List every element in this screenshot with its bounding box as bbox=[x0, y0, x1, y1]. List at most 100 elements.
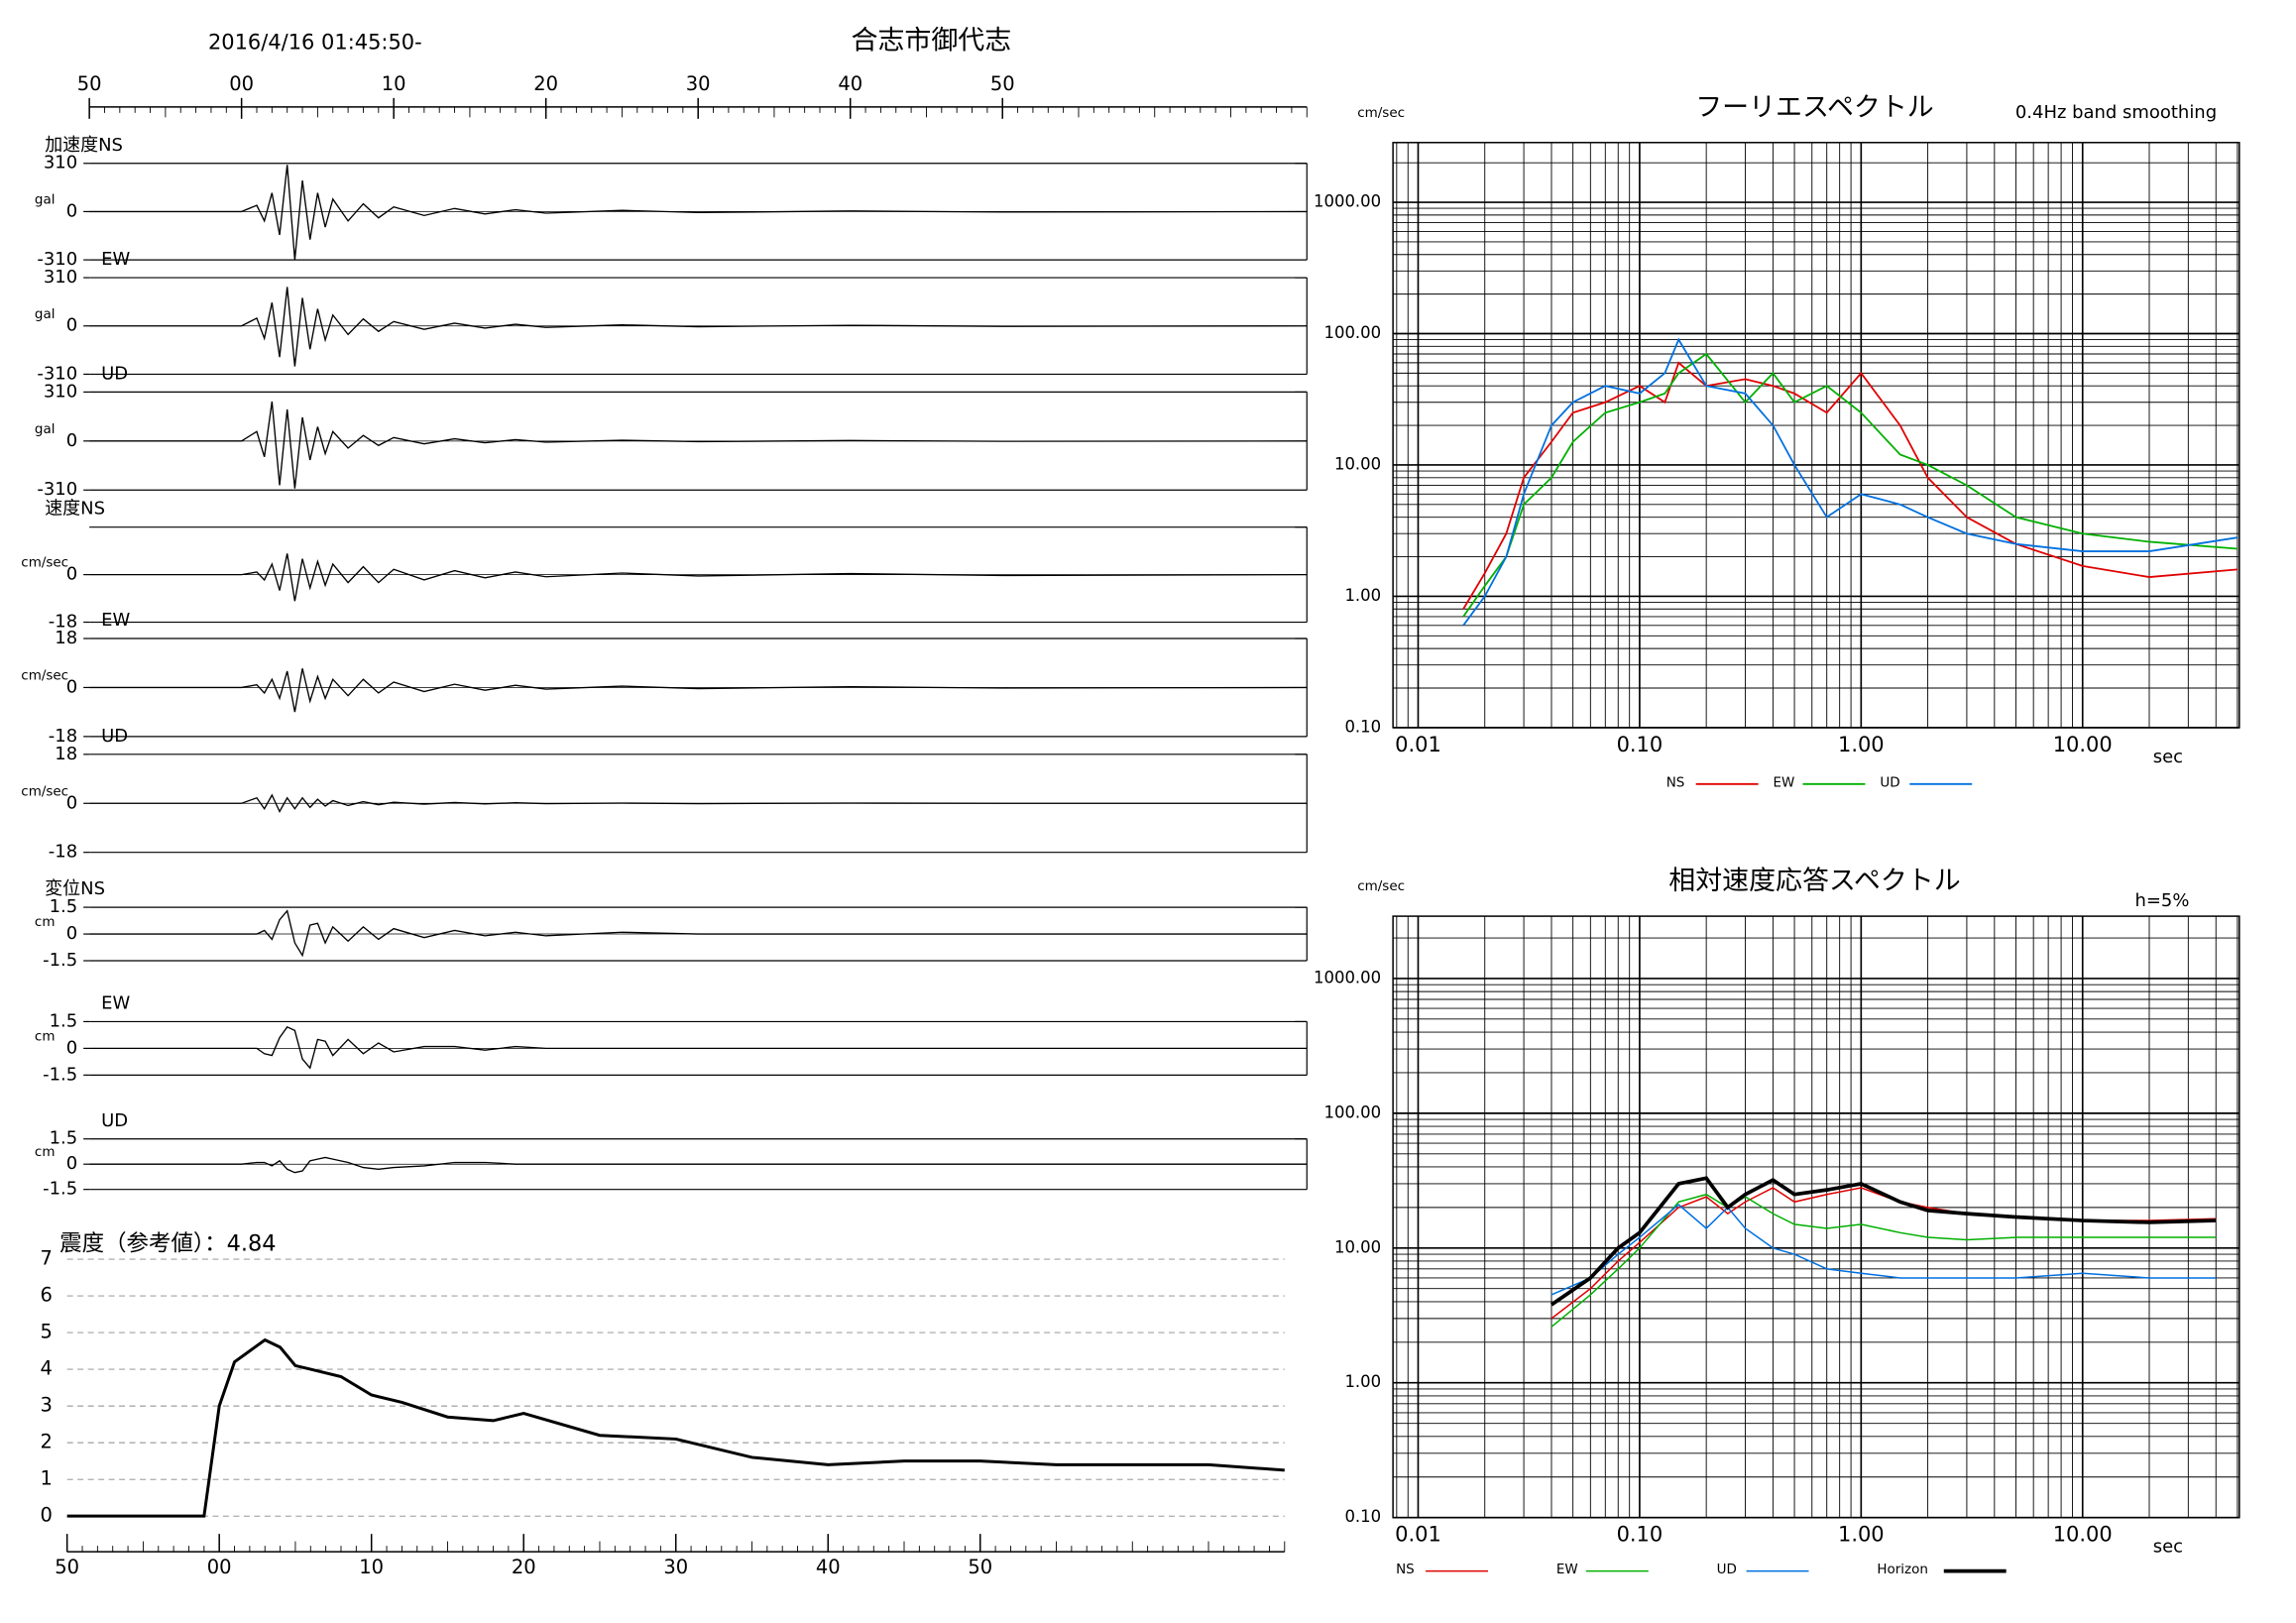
panel-label: UD bbox=[101, 363, 128, 384]
series-line bbox=[1550, 1204, 2217, 1296]
x-tick-label: 40 bbox=[838, 72, 862, 95]
x-tick-label: 50 bbox=[55, 1556, 79, 1578]
legend-label: UD bbox=[1717, 1562, 1737, 1577]
series-line bbox=[89, 401, 1308, 489]
panel-label: 加速度NS bbox=[45, 135, 123, 156]
y-tick-label: 1.5 bbox=[50, 1128, 78, 1149]
y-tick-label: -18 bbox=[49, 842, 77, 863]
series-line bbox=[89, 287, 1308, 367]
unit-label: cm/sec bbox=[21, 555, 68, 571]
title: 合志市御代志 bbox=[852, 25, 1012, 56]
series-line bbox=[89, 909, 1308, 958]
y-tick-label: 1.5 bbox=[50, 896, 78, 917]
y-tick-label: 1.5 bbox=[50, 1010, 78, 1031]
y-axis-unit: cm/sec bbox=[1357, 878, 1405, 894]
y-tick-label: 18 bbox=[55, 744, 77, 764]
y-tick-label: -310 bbox=[37, 363, 77, 384]
x-tick-label: 20 bbox=[533, 72, 558, 95]
x-tick-label: 50 bbox=[968, 1556, 992, 1578]
y-tick-label: 5 bbox=[41, 1321, 53, 1343]
series-line bbox=[89, 1025, 1308, 1070]
y-tick-label: 1 bbox=[41, 1467, 53, 1490]
y-tick-label: 1.00 bbox=[1344, 586, 1381, 605]
chart-subtitle: 0.4Hz band smoothing bbox=[2015, 102, 2217, 123]
y-tick-label: -1.5 bbox=[43, 1064, 77, 1085]
y-tick-label: -1.5 bbox=[43, 1179, 77, 1200]
x-tick-label: 10 bbox=[359, 1556, 384, 1578]
y-tick-label: 10.00 bbox=[1334, 1237, 1381, 1256]
y-tick-label: 2 bbox=[41, 1431, 53, 1453]
x-tick-label: 0.01 bbox=[1395, 1523, 1441, 1547]
chart-title: 震度（参考値）：4.84 bbox=[59, 1231, 276, 1257]
series-line bbox=[89, 165, 1308, 261]
x-axis-unit: sec bbox=[2153, 1537, 2183, 1558]
legend-label: NS bbox=[1666, 774, 1685, 790]
series-line bbox=[1550, 1176, 2217, 1307]
y-tick-label: 0 bbox=[66, 430, 77, 451]
series-line bbox=[89, 793, 1308, 813]
y-tick-label: 100.00 bbox=[1324, 323, 1382, 342]
x-tick-label: 20 bbox=[512, 1556, 536, 1578]
y-tick-label: 6 bbox=[41, 1284, 53, 1307]
series-line bbox=[1462, 337, 2239, 627]
y-tick-label: 0 bbox=[66, 1153, 77, 1174]
y-tick-label: 0 bbox=[66, 1037, 77, 1058]
x-tick-label: 1.00 bbox=[1838, 1523, 1885, 1547]
y-tick-label: 1000.00 bbox=[1314, 192, 1381, 211]
x-tick-label: 30 bbox=[663, 1556, 688, 1578]
y-tick-label: 0.10 bbox=[1344, 1507, 1381, 1526]
unit-label: cm bbox=[35, 1144, 56, 1160]
panel-label: 速度NS bbox=[45, 499, 105, 520]
unit-label: gal bbox=[35, 191, 56, 207]
y-tick-label: -1.5 bbox=[43, 950, 77, 971]
x-axis-unit: sec bbox=[2153, 747, 2183, 767]
y-tick-label: 0.10 bbox=[1344, 717, 1381, 736]
y-tick-label: 0 bbox=[66, 564, 77, 585]
x-tick-label: 0.10 bbox=[1617, 1523, 1664, 1547]
series-line bbox=[89, 553, 1308, 602]
y-axis-unit: cm/sec bbox=[1357, 105, 1405, 121]
chart-title: フーリエスペクトル bbox=[1695, 92, 1934, 123]
y-tick-label: -310 bbox=[37, 249, 77, 270]
unit-label: cm bbox=[35, 914, 56, 930]
series-line bbox=[1550, 1193, 2217, 1328]
y-tick-label: 310 bbox=[44, 267, 77, 288]
series-line bbox=[1462, 352, 2238, 618]
y-tick-label: 0 bbox=[66, 923, 77, 944]
y-tick-label: -310 bbox=[37, 479, 77, 500]
y-tick-label: 10.00 bbox=[1334, 454, 1381, 473]
subtitle: 2016/4/16 01:45:50- bbox=[208, 30, 422, 54]
x-tick-label: 50 bbox=[990, 72, 1015, 95]
x-tick-label: 0.10 bbox=[1617, 733, 1664, 756]
y-tick-label: 0 bbox=[41, 1504, 53, 1527]
panel-label: EW bbox=[101, 610, 130, 631]
y-tick-label: -18 bbox=[49, 612, 77, 633]
unit-label: cm/sec bbox=[21, 783, 68, 799]
x-tick-label: 1.00 bbox=[1838, 733, 1885, 756]
chart-title: 相対速度応答スペクトル bbox=[1668, 866, 1960, 896]
series-line bbox=[89, 668, 1308, 713]
x-tick-label: 00 bbox=[207, 1556, 232, 1578]
y-tick-label: 3 bbox=[41, 1394, 53, 1417]
panel-label: EW bbox=[101, 992, 130, 1013]
unit-label: cm bbox=[35, 1028, 56, 1044]
x-tick-label: 10.00 bbox=[2053, 733, 2113, 756]
y-tick-label: 0 bbox=[66, 792, 77, 813]
x-tick-label: 50 bbox=[77, 72, 102, 95]
y-tick-label: 4 bbox=[41, 1357, 53, 1380]
y-tick-label: 100.00 bbox=[1324, 1102, 1382, 1121]
y-tick-label: 0 bbox=[66, 315, 77, 336]
x-tick-label: 0.01 bbox=[1395, 733, 1441, 756]
panel-label: UD bbox=[101, 726, 128, 747]
unit-label: gal bbox=[35, 306, 56, 322]
x-tick-label: 10 bbox=[382, 72, 406, 95]
legend-label: Horizon bbox=[1877, 1562, 1928, 1577]
y-tick-label: 0 bbox=[66, 200, 77, 221]
legend-label: EW bbox=[1556, 1562, 1578, 1577]
series-line bbox=[1462, 361, 2238, 610]
y-tick-label: 1.00 bbox=[1344, 1372, 1381, 1391]
intensity-line bbox=[66, 1337, 1285, 1518]
plot-frame bbox=[1392, 915, 2240, 1519]
legend-label: NS bbox=[1396, 1562, 1415, 1577]
